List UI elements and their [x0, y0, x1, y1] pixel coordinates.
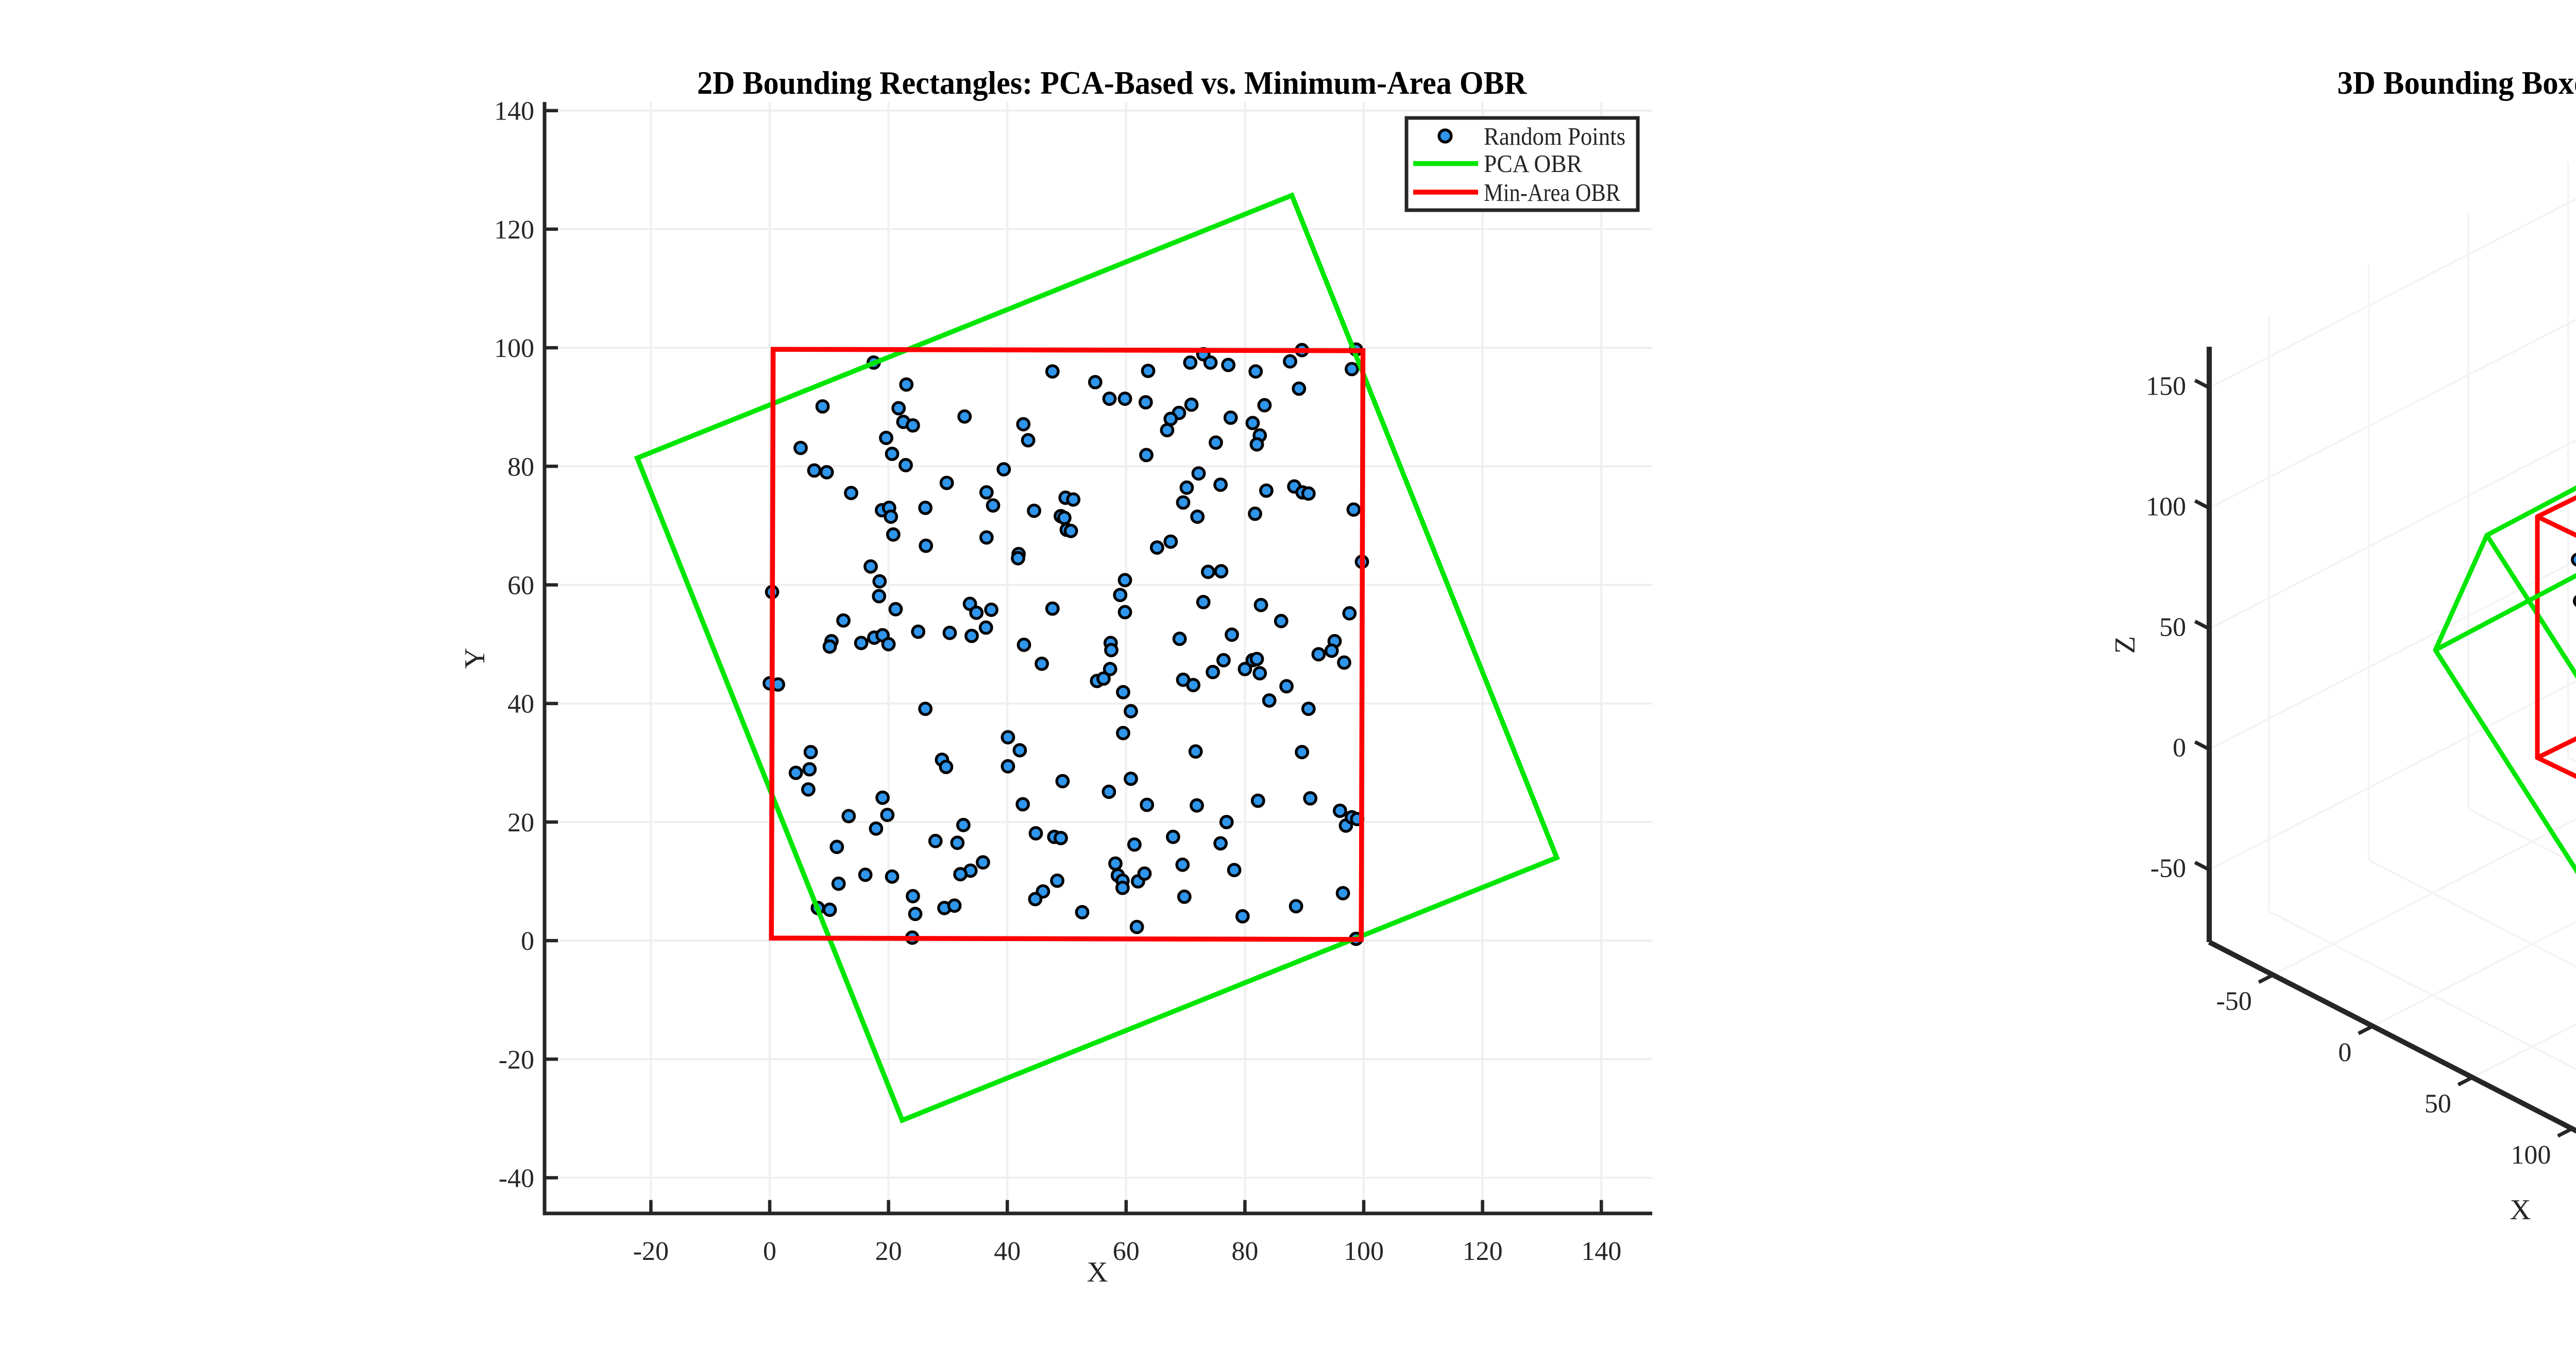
- svg-text:3D Bounding Boxes: PCA-Based v: 3D Bounding Boxes: PCA-Based vs. Minimum…: [2337, 64, 2576, 101]
- svg-text:-20: -20: [499, 1045, 534, 1074]
- svg-text:140: 140: [494, 97, 534, 126]
- svg-text:2D Bounding Rectangles: PCA-Ba: 2D Bounding Rectangles: PCA-Based vs. Mi…: [697, 64, 1527, 101]
- svg-text:Min-Area OBR: Min-Area OBR: [1484, 178, 1620, 207]
- svg-text:X: X: [2510, 1194, 2531, 1226]
- svg-text:100: 100: [1344, 1237, 1384, 1266]
- svg-text:0: 0: [2173, 733, 2186, 763]
- svg-text:50: 50: [2159, 613, 2186, 642]
- svg-text:X: X: [1087, 1256, 1108, 1288]
- svg-text:140: 140: [1581, 1237, 1621, 1266]
- svg-text:0: 0: [2338, 1038, 2351, 1067]
- svg-text:60: 60: [507, 571, 534, 601]
- svg-text:100: 100: [494, 334, 534, 363]
- svg-text:40: 40: [994, 1237, 1021, 1266]
- svg-text:PCA OBR: PCA OBR: [1484, 149, 1582, 178]
- svg-text:120: 120: [494, 215, 534, 245]
- svg-text:0: 0: [763, 1237, 776, 1266]
- svg-text:-20: -20: [633, 1237, 669, 1266]
- svg-text:Y: Y: [459, 648, 491, 669]
- svg-text:Random Points: Random Points: [1484, 122, 1625, 150]
- svg-text:0: 0: [521, 927, 534, 956]
- svg-text:80: 80: [1231, 1237, 1258, 1266]
- svg-text:120: 120: [1463, 1237, 1503, 1266]
- svg-text:150: 150: [2146, 372, 2186, 401]
- svg-text:40: 40: [507, 690, 534, 719]
- svg-text:50: 50: [2425, 1089, 2451, 1119]
- svg-text:-50: -50: [2216, 987, 2252, 1016]
- svg-text:100: 100: [2511, 1140, 2551, 1170]
- svg-text:20: 20: [875, 1237, 902, 1266]
- svg-text:100: 100: [2146, 492, 2186, 522]
- svg-text:20: 20: [507, 808, 534, 838]
- svg-text:-40: -40: [499, 1164, 534, 1193]
- svg-text:Z: Z: [2109, 636, 2141, 654]
- svg-text:80: 80: [507, 452, 534, 482]
- svg-text:60: 60: [1113, 1237, 1140, 1266]
- svg-text:-50: -50: [2150, 854, 2186, 883]
